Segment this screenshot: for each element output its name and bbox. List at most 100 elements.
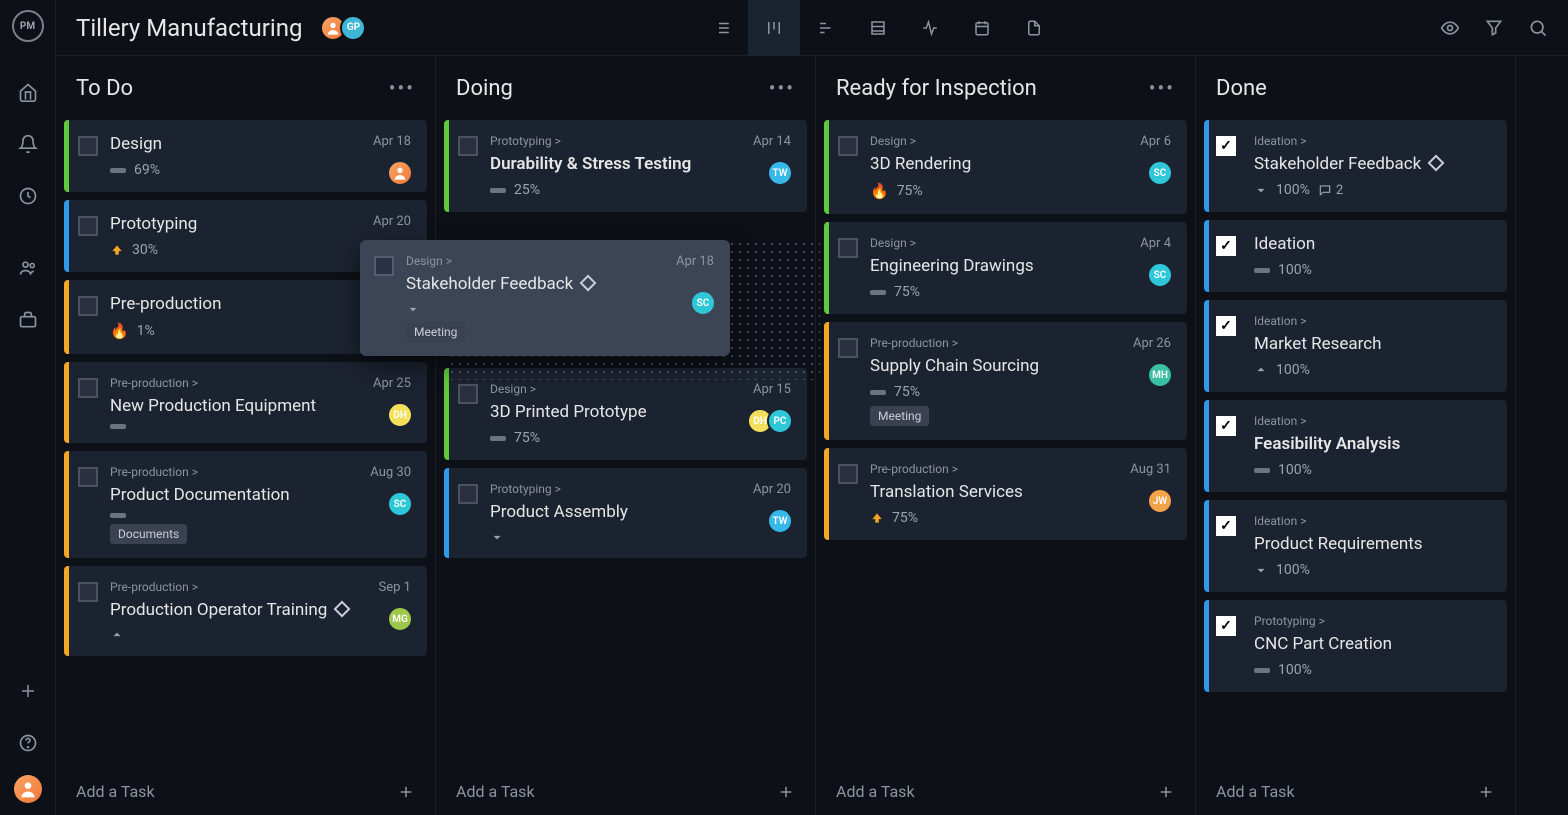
task-checkbox[interactable]: [838, 238, 858, 258]
task-checkbox[interactable]: [78, 378, 98, 398]
task-checkbox[interactable]: [78, 582, 98, 602]
app-logo[interactable]: PM: [12, 10, 44, 42]
column-menu-icon[interactable]: •••: [1149, 76, 1175, 100]
task-card[interactable]: Design >Engineering Drawings 75%Apr 4SC: [824, 222, 1187, 314]
task-card[interactable]: Pre-production >New Production Equipment…: [64, 362, 427, 443]
task-card[interactable]: Pre-production >Production Operator Trai…: [64, 566, 427, 656]
task-checkbox[interactable]: [1216, 236, 1236, 256]
assignee-avatar[interactable]: [387, 160, 413, 186]
task-card[interactable]: Design >3D Rendering🔥 75%Apr 6SC: [824, 120, 1187, 214]
task-card[interactable]: Ideation >Product Requirements 100%: [1204, 500, 1507, 592]
assignee-avatar[interactable]: JW: [1147, 488, 1173, 514]
task-checkbox[interactable]: [838, 464, 858, 484]
task-checkbox[interactable]: [458, 136, 478, 156]
task-card[interactable]: Ideation >Stakeholder Feedback 100% 2: [1204, 120, 1507, 212]
assignee-avatar[interactable]: MG: [387, 606, 413, 632]
team-icon[interactable]: [8, 248, 48, 288]
task-checkbox[interactable]: [78, 216, 98, 236]
visibility-icon[interactable]: [1440, 18, 1460, 38]
task-card[interactable]: Prototyping >Product AssemblyApr 20TW: [444, 468, 807, 558]
help-icon[interactable]: [8, 723, 48, 763]
activity-view-icon[interactable]: [904, 0, 956, 56]
assignee-avatar[interactable]: DH: [387, 402, 413, 428]
column-ready-for-inspection: Ready for Inspection•••Design >3D Render…: [816, 56, 1196, 815]
card-meta: 25%: [490, 182, 791, 198]
gantt-view-icon[interactable]: [800, 0, 852, 56]
assignee-avatar[interactable]: SC: [690, 290, 716, 316]
task-card[interactable]: Ideation >Feasibility Analysis 100%: [1204, 400, 1507, 492]
assignee-avatar[interactable]: SC: [1147, 262, 1173, 288]
project-title: Tillery Manufacturing: [76, 14, 302, 42]
add-task-button[interactable]: Add a Task: [436, 768, 815, 815]
add-task-button[interactable]: Add a Task: [56, 768, 435, 815]
task-checkbox[interactable]: [1216, 416, 1236, 436]
assignee-avatar[interactable]: MH: [1147, 362, 1173, 388]
card-date: Apr 20: [753, 482, 791, 497]
task-card[interactable]: Design 69%Apr 18: [64, 120, 427, 192]
user-avatar[interactable]: [14, 775, 42, 803]
dragging-card[interactable]: Design > Stakeholder Feedback Meeting Ap…: [360, 240, 730, 356]
column-done: Done Ideation >Stakeholder Feedback 100% …: [1196, 56, 1516, 815]
task-checkbox[interactable]: [458, 484, 478, 504]
task-checkbox[interactable]: [458, 384, 478, 404]
search-icon[interactable]: [1528, 18, 1548, 38]
assignee-avatar[interactable]: TW: [767, 508, 793, 534]
card-date: Apr 20: [373, 214, 411, 229]
task-card[interactable]: Pre-production >Product DocumentationDoc…: [64, 451, 427, 558]
card-meta: 🔥 75%: [870, 182, 1171, 200]
task-card[interactable]: Prototyping >CNC Part Creation 100%: [1204, 600, 1507, 692]
team-avatars[interactable]: GP: [320, 15, 366, 41]
task-checkbox[interactable]: [1216, 316, 1236, 336]
sheet-view-icon[interactable]: [852, 0, 904, 56]
task-checkbox[interactable]: [1216, 136, 1236, 156]
task-checkbox[interactable]: [374, 256, 394, 276]
add-task-button[interactable]: Add a Task: [1196, 768, 1515, 815]
recent-icon[interactable]: [8, 176, 48, 216]
filter-icon[interactable]: [1484, 18, 1504, 38]
card-meta: 100%: [1254, 462, 1491, 478]
card-title: Prototyping: [110, 214, 411, 234]
card-meta: [110, 628, 411, 642]
card-tag: Documents: [110, 524, 187, 544]
card-parent: Design >: [870, 134, 1171, 148]
card-parent: Pre-production >: [110, 465, 411, 479]
add-icon[interactable]: [8, 671, 48, 711]
task-checkbox[interactable]: [78, 467, 98, 487]
briefcase-icon[interactable]: [8, 300, 48, 340]
home-icon[interactable]: [8, 72, 48, 112]
card-title: 3D Printed Prototype: [490, 402, 791, 422]
card-meta: 69%: [110, 162, 411, 178]
card-title: Production Operator Training: [110, 600, 411, 620]
task-checkbox[interactable]: [838, 136, 858, 156]
task-card[interactable]: Design >3D Printed Prototype 75%Apr 15DH…: [444, 368, 807, 460]
card-date: Aug 31: [1130, 462, 1171, 477]
notifications-icon[interactable]: [8, 124, 48, 164]
card-title: Durability & Stress Testing: [490, 154, 791, 174]
column-menu-icon[interactable]: •••: [769, 76, 795, 100]
milestone-icon: [579, 275, 596, 292]
card-meta: 75%: [490, 430, 791, 446]
task-checkbox[interactable]: [838, 338, 858, 358]
calendar-view-icon[interactable]: [956, 0, 1008, 56]
milestone-icon: [1427, 155, 1444, 172]
task-card[interactable]: Pre-production >Supply Chain Sourcing 75…: [824, 322, 1187, 440]
task-checkbox[interactable]: [1216, 516, 1236, 536]
task-card[interactable]: Ideation >Market Research 100%: [1204, 300, 1507, 392]
assignee-avatar[interactable]: PC: [767, 408, 793, 434]
board-view-icon[interactable]: [748, 0, 800, 56]
column-title: Done: [1216, 76, 1267, 101]
task-card[interactable]: Prototyping >Durability & Stress Testing…: [444, 120, 807, 212]
task-checkbox[interactable]: [1216, 616, 1236, 636]
task-card[interactable]: Pre-production >Translation Services 75%…: [824, 448, 1187, 540]
assignee-avatar[interactable]: TW: [767, 160, 793, 186]
column-menu-icon[interactable]: •••: [389, 76, 415, 100]
assignee-avatar[interactable]: SC: [387, 491, 413, 517]
task-checkbox[interactable]: [78, 296, 98, 316]
task-card[interactable]: Ideation 100%: [1204, 220, 1507, 292]
card-parent: Ideation >: [1254, 314, 1491, 328]
files-view-icon[interactable]: [1008, 0, 1060, 56]
assignee-avatar[interactable]: SC: [1147, 160, 1173, 186]
task-checkbox[interactable]: [78, 136, 98, 156]
list-view-icon[interactable]: [696, 0, 748, 56]
add-task-button[interactable]: Add a Task: [816, 768, 1195, 815]
